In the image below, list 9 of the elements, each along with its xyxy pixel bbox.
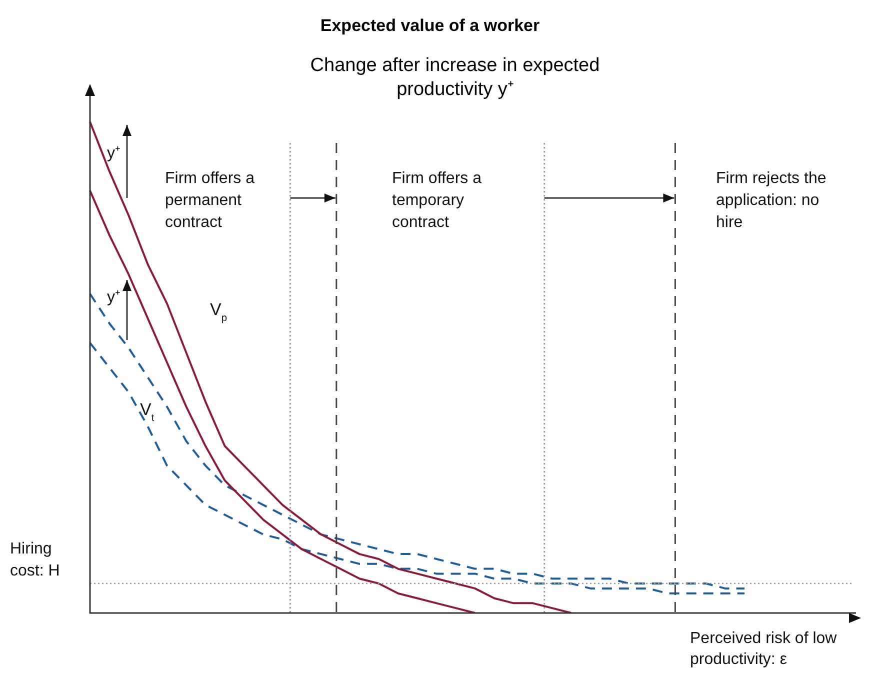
chart-title: Expected value of a worker	[319, 16, 541, 36]
annotation: Firm rejects the application: no hire	[716, 170, 826, 231]
x-axis-title: Perceived risk of low productivity: ε	[690, 630, 838, 668]
annotation: y⁺	[107, 289, 120, 306]
annotation: Firm offers a permanent contract	[165, 170, 255, 231]
annotation: y⁺	[107, 145, 120, 162]
chart-subtitle: Change after increase in expected productivity y⁺	[309, 54, 601, 102]
ref-line-label: Hiring cost: H	[10, 540, 60, 580]
annotation: Firm offers a temporary contract	[392, 170, 482, 231]
